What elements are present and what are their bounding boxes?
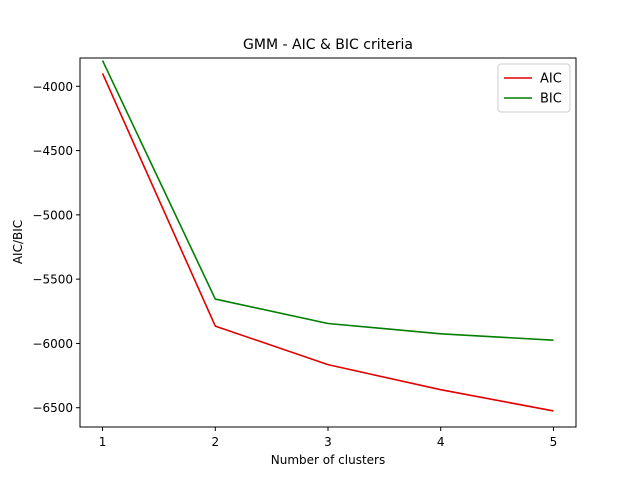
y-tick-label: −5000 [32,208,73,222]
y-tick-label: −4500 [32,144,73,158]
legend-box [497,63,571,113]
x-tick-label: 5 [550,435,558,449]
y-tick-label: −5500 [32,273,73,287]
y-tick-label: −4000 [32,80,73,94]
axes-frame [79,57,577,428]
chart-title: GMM - AIC & BIC criteria [243,37,413,53]
legend-label-bic: BIC [540,92,562,107]
x-tick-label: 2 [211,435,219,449]
legend: AIC BIC [497,63,571,113]
series-line-aic [101,73,554,412]
x-axis: 1 2 3 4 5 [99,427,558,449]
y-axis-label: AIC/BIC [11,220,25,264]
x-axis-label: Number of clusters [271,453,385,467]
y-tick-label: −6500 [32,401,73,415]
x-tick-label: 4 [437,435,445,449]
plot-area [101,60,554,412]
series-line-bic [101,60,554,342]
y-tick-label: −6000 [32,337,73,351]
y-axis: −6500 −6000 −5500 −5000 −4500 −4000 [32,80,80,415]
x-tick-label: 3 [324,435,332,449]
x-tick-label: 1 [99,435,107,449]
legend-label-aic: AIC [540,72,562,87]
